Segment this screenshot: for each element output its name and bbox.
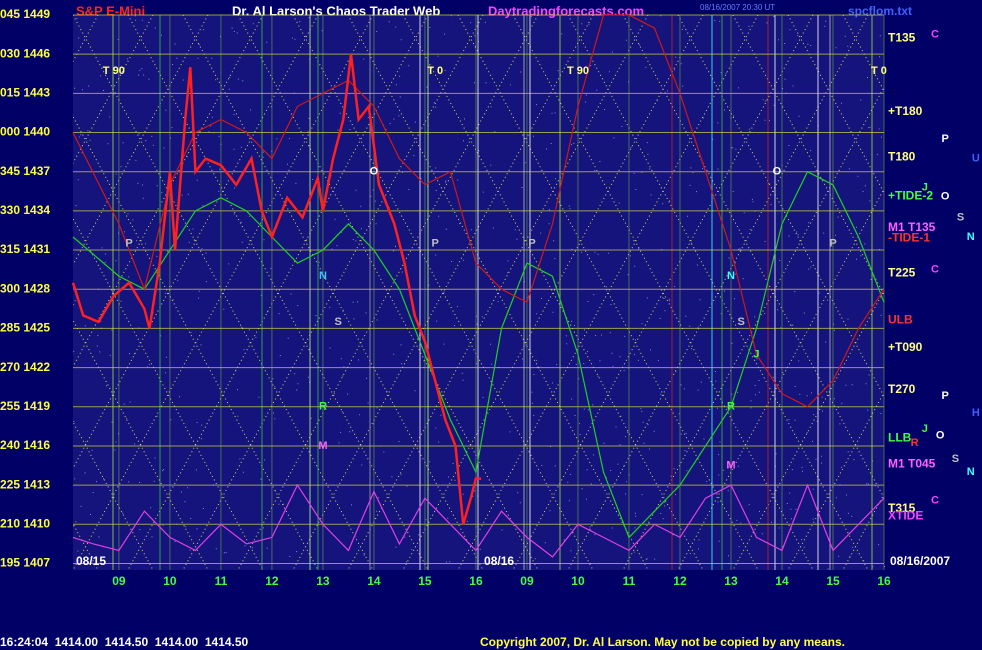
chart-title: Dr. Al Larson's Chaos Trader Web (232, 3, 440, 18)
annotation: P (942, 390, 949, 402)
annotation: U (972, 153, 980, 165)
y-tick-label: 285 1425 (0, 321, 50, 335)
series-line (72, 483, 885, 558)
y-tick-label: 240 1416 (0, 438, 50, 452)
level-label: +T090 (888, 340, 923, 354)
series-line (72, 170, 885, 539)
annotation: N (727, 270, 735, 282)
annotation: S (335, 316, 342, 328)
level-label: T135 (888, 31, 916, 45)
annotation: T 0 (427, 65, 443, 77)
x-tick-label: 09 (520, 574, 534, 588)
level-label: LLB (888, 430, 912, 444)
x-tick-label: 10 (163, 574, 177, 588)
y-tick-label: 225 1413 (0, 477, 50, 491)
copyright: Copyright 2007, Dr. Al Larson. May not b… (480, 635, 845, 649)
level-label: ULB (888, 313, 913, 327)
status-line: 16:24:04 1414.00 1414.50 1414.00 1414.50 (0, 635, 249, 649)
annotation: O (936, 429, 945, 441)
x-tick-label: 11 (623, 574, 636, 588)
y-tick-label: 030 1446 (0, 46, 50, 60)
annotation: P (942, 133, 949, 145)
y-tick-label: 195 1407 (0, 556, 50, 570)
y-tick-label: 045 1449 (0, 7, 50, 21)
x-tick-label: 14 (775, 574, 789, 588)
annotation: N (967, 231, 975, 243)
y-tick-label: 015 1443 (0, 86, 50, 100)
annotation: P (528, 237, 535, 249)
y-tick-label: 345 1437 (0, 164, 50, 178)
annotation: P (125, 237, 132, 249)
y-tick-label: 210 1410 (0, 516, 50, 530)
annotation: O (773, 166, 782, 178)
instrument: S&P E-Mini (76, 3, 145, 18)
annotation: O (941, 190, 950, 202)
x-tick-label: 12 (265, 574, 279, 588)
annotation: J (922, 423, 928, 435)
timestamp: 08/16/2007 20:30 UT (700, 3, 775, 12)
level-label: T315 (888, 501, 916, 515)
annotation: S (957, 211, 964, 223)
y-tick-label: 330 1434 (0, 203, 50, 217)
series-line (72, 14, 885, 408)
annotation: C (931, 28, 939, 40)
x-tick-label: 09 (112, 574, 126, 588)
x-tick-label: 13 (724, 574, 738, 588)
decoration (73, 15, 885, 570)
file-name: spcflom.txt (848, 4, 912, 18)
y-tick-label: 315 1431 (0, 242, 50, 256)
day-label: 08/15 (76, 554, 106, 568)
day-label: 08/16 (484, 554, 514, 568)
level-label: -TIDE-1 (888, 230, 930, 244)
annotation: N (967, 466, 975, 478)
series-line (71, 54, 482, 525)
x-tick-label: 10 (571, 574, 585, 588)
annotation: J (753, 348, 759, 360)
x-tick-label: 14 (367, 574, 381, 588)
annotation: S (738, 316, 745, 328)
x-tick-label: 16 (877, 574, 891, 588)
level-label: XTIDE (888, 509, 923, 523)
annotation: J (922, 181, 928, 193)
level-label: T225 (888, 266, 916, 280)
y-tick-label: 255 1419 (0, 399, 50, 413)
annotation: C (931, 264, 939, 276)
annotation: R (727, 401, 735, 413)
annotation: T 0 (871, 65, 887, 77)
annotation: M (318, 440, 327, 452)
annotation: P (431, 237, 438, 249)
level-label: T180 (888, 150, 916, 164)
x-tick-label: 13 (316, 574, 330, 588)
y-tick-label: 270 1422 (0, 360, 50, 374)
level-label: M1 T135 (888, 220, 936, 234)
annotation: M (726, 459, 735, 471)
y-tick-label: 300 1428 (0, 281, 50, 295)
annotation: H (972, 407, 980, 419)
x-tick-label: 15 (418, 574, 432, 588)
annotation: S (952, 453, 959, 465)
y-tick-label: 000 1440 (0, 125, 50, 139)
annotation: P (829, 237, 836, 249)
level-label: T270 (888, 382, 916, 396)
x-tick-label: 11 (215, 574, 228, 588)
annotation: C (931, 495, 939, 507)
annotation: T 90 (103, 65, 125, 77)
x-tick-label: 15 (826, 574, 840, 588)
site: Daytradingforecasts.com (488, 3, 644, 18)
annotation: R (319, 401, 327, 413)
level-label: M1 T045 (888, 456, 936, 470)
level-label: +TIDE-2 (888, 189, 933, 203)
annotation: O (370, 166, 379, 178)
annotation: T 90 (567, 65, 589, 77)
end-date: 08/16/2007 (890, 554, 950, 568)
x-tick-label: 12 (673, 574, 687, 588)
x-tick-label: 16 (469, 574, 483, 588)
annotation: R (911, 437, 919, 449)
level-label: +T180 (888, 104, 923, 118)
annotation: N (319, 270, 327, 282)
